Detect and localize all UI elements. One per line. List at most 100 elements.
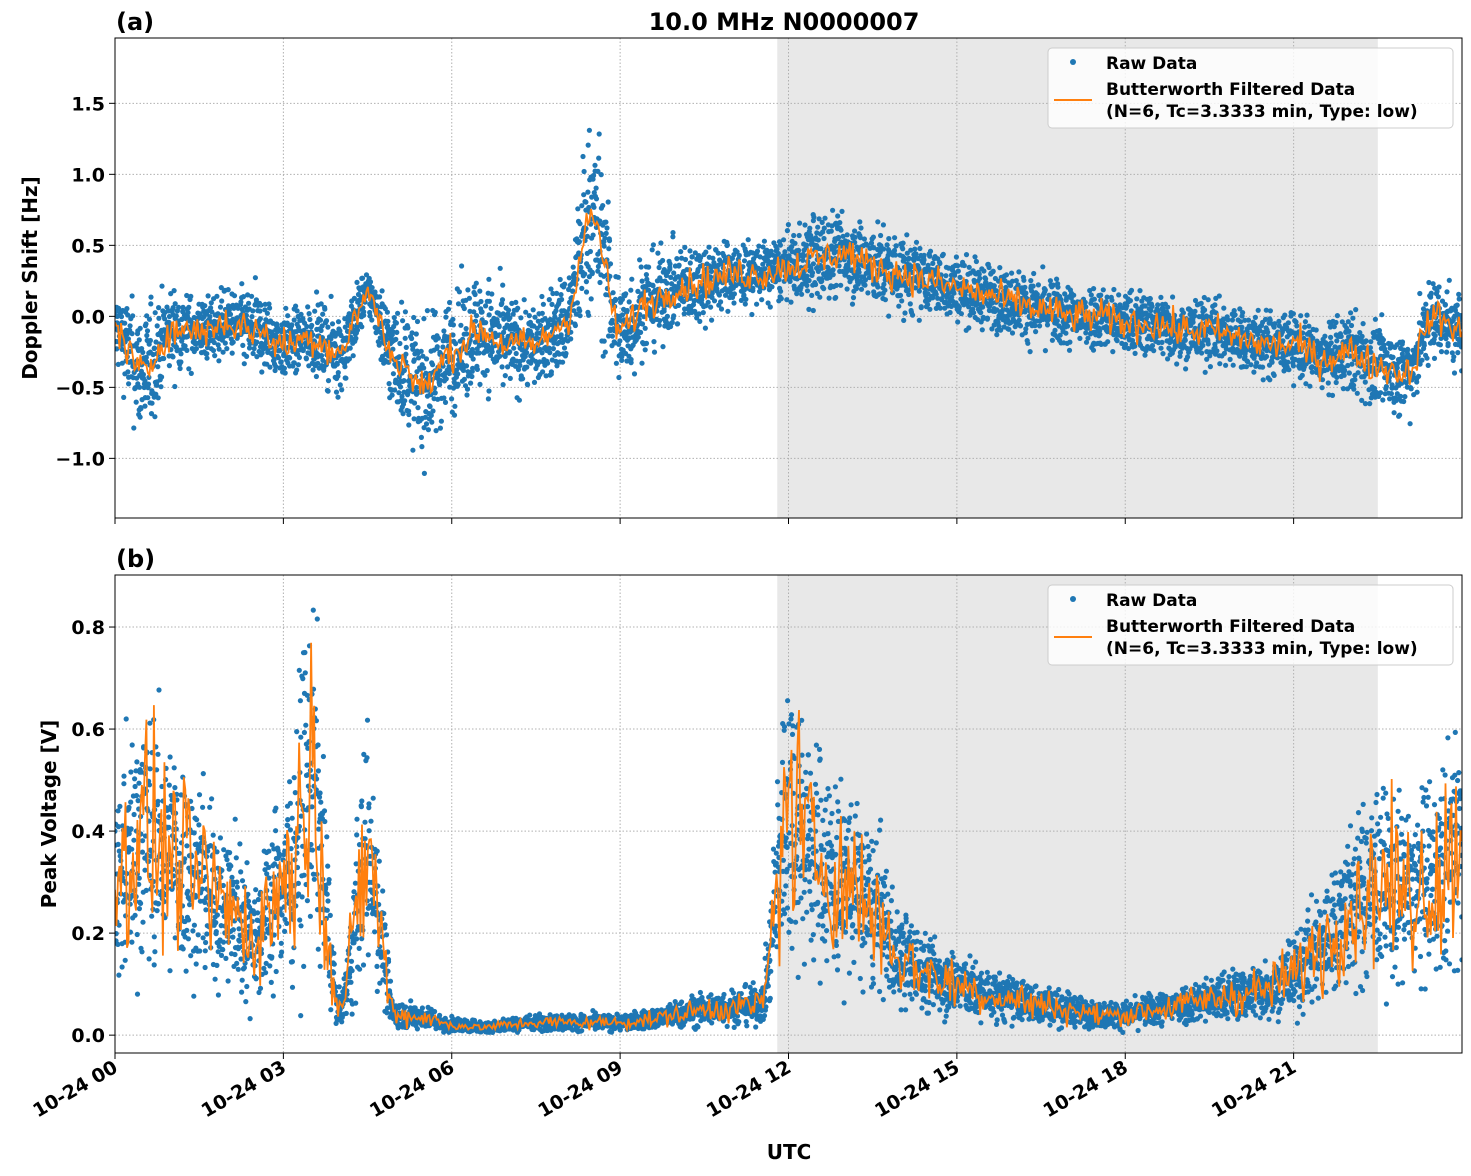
- raw-data-point: [232, 293, 237, 298]
- raw-data-point: [1009, 271, 1014, 276]
- raw-data-point: [444, 376, 449, 381]
- raw-data-point: [640, 321, 645, 326]
- raw-data-point: [1043, 348, 1048, 353]
- raw-data-point: [616, 275, 621, 280]
- raw-data-point: [1334, 380, 1339, 385]
- raw-data-point: [447, 300, 452, 305]
- raw-data-point: [1381, 337, 1386, 342]
- raw-data-point: [1134, 296, 1139, 301]
- xlabel: UTC: [767, 1140, 812, 1164]
- raw-data-point: [881, 282, 886, 287]
- raw-data-point: [797, 233, 802, 238]
- raw-data-point: [436, 336, 441, 341]
- raw-data-point: [142, 404, 147, 409]
- raw-data-point: [883, 297, 888, 302]
- raw-data-point: [577, 221, 582, 226]
- raw-data-point: [892, 248, 897, 253]
- raw-data-point: [1010, 330, 1015, 335]
- raw-data-point: [658, 240, 663, 245]
- raw-data-point: [428, 404, 433, 409]
- raw-data-point: [254, 340, 259, 345]
- raw-data-point: [156, 395, 161, 400]
- raw-data-point: [1395, 365, 1400, 370]
- raw-data-point: [675, 321, 680, 326]
- raw-data-point: [121, 395, 126, 400]
- raw-data-point: [353, 336, 358, 341]
- raw-data-point: [412, 400, 417, 405]
- raw-data-point: [486, 396, 491, 401]
- raw-data-point: [293, 304, 298, 309]
- raw-data-point: [1251, 370, 1256, 375]
- raw-data-point: [368, 279, 373, 284]
- raw-data-point: [710, 256, 715, 261]
- raw-data-point: [1040, 264, 1045, 269]
- raw-data-point: [639, 264, 644, 269]
- raw-data-point: [506, 308, 511, 313]
- raw-data-point: [130, 331, 135, 336]
- raw-data-point: [600, 203, 605, 208]
- raw-data-point: [300, 316, 305, 321]
- raw-data-point: [296, 362, 301, 367]
- raw-data-point: [430, 408, 435, 413]
- raw-data-point: [687, 248, 692, 253]
- raw-data-point: [1261, 377, 1266, 382]
- raw-data-point: [334, 390, 339, 395]
- raw-data-point: [1150, 343, 1155, 348]
- raw-data-point: [655, 251, 660, 256]
- raw-data-point: [464, 363, 469, 368]
- raw-data-point: [951, 291, 956, 296]
- raw-data-point: [1083, 304, 1088, 309]
- raw-data-point: [610, 334, 615, 339]
- raw-data-point: [811, 261, 816, 266]
- raw-data-point: [554, 291, 559, 296]
- raw-data-point: [1089, 292, 1094, 297]
- raw-data-point: [850, 302, 855, 307]
- raw-data-point: [1160, 351, 1165, 356]
- raw-data-point: [586, 143, 591, 148]
- raw-data-point: [625, 308, 630, 313]
- raw-data-point: [511, 346, 516, 351]
- raw-data-point: [578, 313, 583, 318]
- raw-data-point: [259, 369, 264, 374]
- raw-data-point: [708, 305, 713, 310]
- raw-data-point: [370, 285, 375, 290]
- raw-data-point: [465, 287, 470, 292]
- raw-data-point: [223, 341, 228, 346]
- raw-data-point: [239, 281, 244, 286]
- raw-data-point: [955, 319, 960, 324]
- raw-data-point: [1067, 348, 1072, 353]
- raw-data-point: [1052, 328, 1057, 333]
- raw-data-point: [886, 236, 891, 241]
- raw-data-point: [821, 286, 826, 291]
- raw-data-point: [602, 244, 607, 249]
- raw-data-point: [571, 265, 576, 270]
- raw-data-point: [360, 276, 365, 281]
- raw-data-point: [314, 374, 319, 379]
- raw-data-point: [719, 306, 724, 311]
- raw-data-point: [338, 382, 343, 387]
- raw-data-point: [1221, 306, 1226, 311]
- raw-data-point: [1028, 349, 1033, 354]
- raw-data-point: [1158, 346, 1163, 351]
- raw-data-point: [774, 247, 779, 252]
- raw-data-point: [403, 352, 408, 357]
- raw-data-point: [1303, 319, 1308, 324]
- raw-data-point: [531, 307, 536, 312]
- raw-data-point: [559, 297, 564, 302]
- raw-data-point: [419, 444, 424, 449]
- raw-data-point: [833, 295, 838, 300]
- raw-data-point: [1091, 348, 1096, 353]
- raw-data-point: [896, 304, 901, 309]
- raw-data-point: [1314, 327, 1319, 332]
- raw-data-point: [279, 359, 284, 364]
- raw-data-point: [981, 268, 986, 273]
- raw-data-point: [1083, 330, 1088, 335]
- raw-data-point: [604, 225, 609, 230]
- raw-data-point: [149, 401, 154, 406]
- raw-data-point: [433, 390, 438, 395]
- raw-data-point: [948, 310, 953, 315]
- raw-data-point: [1045, 322, 1050, 327]
- raw-data-point: [821, 236, 826, 241]
- raw-data-point: [959, 311, 964, 316]
- raw-data-point: [159, 284, 164, 289]
